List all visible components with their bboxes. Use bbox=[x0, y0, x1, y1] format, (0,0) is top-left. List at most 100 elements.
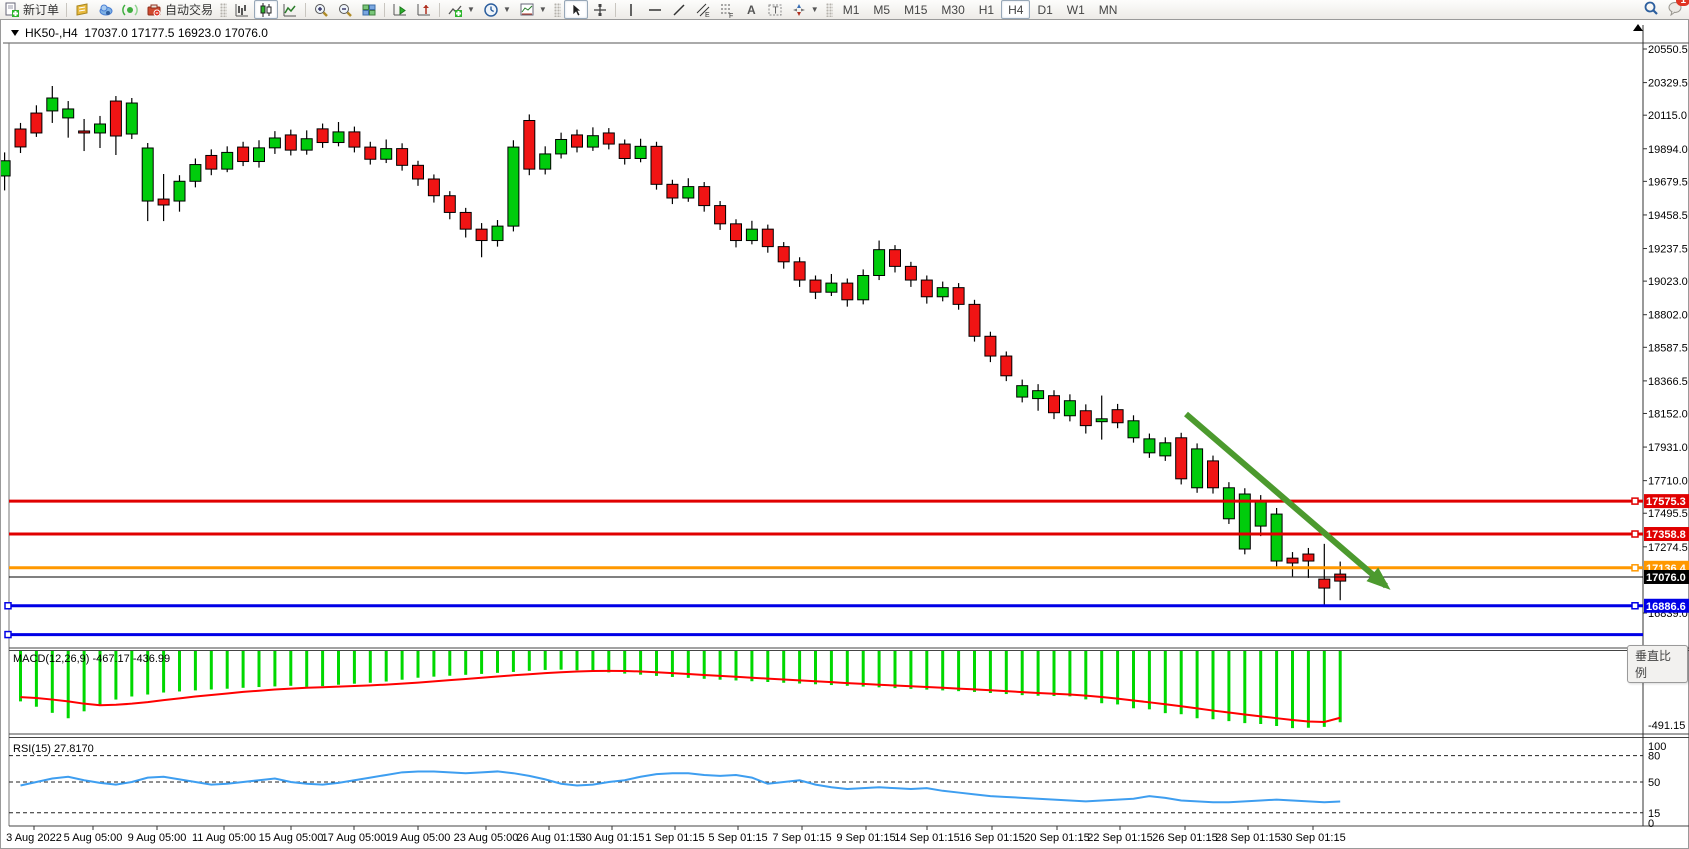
trend-arrow-head[interactable] bbox=[1366, 567, 1391, 590]
resistance-line-1-handle-right[interactable] bbox=[1631, 497, 1639, 505]
channel-button[interactable]: E bbox=[691, 0, 715, 19]
time-tick-label[interactable]: 3 Aug 2022 bbox=[6, 832, 62, 844]
tf-m15[interactable]: M15 bbox=[897, 0, 934, 19]
chart-collapse-icon[interactable] bbox=[11, 30, 19, 36]
price-tick-label[interactable]: 18152.0 bbox=[1648, 408, 1688, 420]
time-tick-label[interactable]: 26 Sep 01:15 bbox=[1152, 832, 1217, 844]
toolbar-grip[interactable] bbox=[553, 2, 561, 17]
price-tick-label[interactable]: 19023.0 bbox=[1648, 276, 1688, 288]
time-tick-label[interactable]: 5 Aug 05:00 bbox=[64, 832, 123, 844]
periods-button[interactable]: ▼ bbox=[479, 0, 515, 19]
resistance-line-1-price-badge[interactable] bbox=[1644, 494, 1689, 509]
price-tick-label[interactable]: 18366.5 bbox=[1648, 376, 1688, 388]
chevron-down-icon[interactable]: ▼ bbox=[467, 5, 475, 14]
support-line-blue-1-handle-right[interactable] bbox=[1631, 602, 1639, 610]
svg-text:F: F bbox=[729, 13, 733, 18]
time-tick-label[interactable]: 30 Aug 01:15 bbox=[580, 832, 645, 844]
price-tick-label[interactable]: 19458.5 bbox=[1648, 210, 1688, 222]
time-tick-label[interactable]: 14 Sep 01:15 bbox=[894, 832, 959, 844]
tf-mn[interactable]: MN bbox=[1092, 0, 1125, 19]
new-order-button[interactable]: 新订单 bbox=[0, 0, 63, 19]
chart-shift-button[interactable] bbox=[412, 0, 436, 19]
price-tick-label[interactable]: 19237.5 bbox=[1648, 244, 1688, 256]
time-tick-label[interactable]: 7 Sep 01:15 bbox=[772, 832, 831, 844]
templates-button[interactable]: ▼ bbox=[515, 0, 551, 19]
price-tick-label[interactable]: 17274.5 bbox=[1648, 542, 1688, 554]
arrows-button[interactable]: ▼ bbox=[787, 0, 823, 19]
bar-chart-button[interactable] bbox=[230, 0, 254, 19]
price-tick-label[interactable]: 20550.5 bbox=[1648, 44, 1688, 56]
time-tick-label[interactable]: 1 Sep 01:15 bbox=[645, 832, 704, 844]
price-tick-label[interactable]: 20329.5 bbox=[1648, 78, 1688, 90]
price-tick-label[interactable]: 17495.5 bbox=[1648, 508, 1688, 520]
time-tick-label[interactable]: 9 Sep 01:15 bbox=[836, 832, 895, 844]
time-tick-label[interactable]: 26 Aug 01:15 bbox=[517, 832, 582, 844]
autotrading-button[interactable]: 自动交易 bbox=[142, 0, 217, 19]
market-watch-button[interactable] bbox=[70, 0, 94, 19]
support-line-orange-handle-right[interactable] bbox=[1631, 564, 1639, 572]
toolbar-grip[interactable] bbox=[825, 2, 833, 17]
line-chart-button[interactable] bbox=[278, 0, 302, 19]
time-tick-label[interactable]: 30 Sep 01:15 bbox=[1280, 832, 1345, 844]
time-tick-label[interactable]: 19 Aug 05:00 bbox=[386, 832, 451, 844]
indicators-button[interactable]: ▼ bbox=[443, 0, 479, 19]
vps-button[interactable] bbox=[94, 0, 118, 19]
current-price-line-price-badge[interactable] bbox=[1644, 569, 1689, 584]
support-line-blue-2-handle-left[interactable] bbox=[4, 630, 12, 639]
time-tick-label[interactable]: 11 Aug 05:00 bbox=[192, 832, 256, 844]
price-tick-label[interactable]: 20115.0 bbox=[1648, 110, 1687, 122]
chart-plot-area[interactable] bbox=[9, 43, 1643, 826]
fibonacci-button[interactable]: F bbox=[715, 0, 739, 19]
resistance-line-2-price-badge[interactable] bbox=[1644, 527, 1689, 542]
chevron-down-icon[interactable]: ▼ bbox=[810, 5, 819, 14]
tf-m1-label: M1 bbox=[842, 2, 860, 17]
horizontal-line-button[interactable] bbox=[643, 0, 667, 19]
price-tick-label[interactable]: 17710.0 bbox=[1648, 476, 1688, 488]
tf-h4[interactable]: H4 bbox=[1001, 0, 1031, 19]
zoom-in-button[interactable] bbox=[309, 0, 333, 19]
candlestick-chart-button[interactable] bbox=[254, 0, 279, 19]
vertical-line-button[interactable] bbox=[619, 0, 643, 19]
tf-m1[interactable]: M1 bbox=[836, 0, 867, 19]
time-tick-label[interactable]: 17 Aug 05:00 bbox=[322, 832, 387, 844]
crosshair-button[interactable] bbox=[588, 0, 612, 19]
chat-icon[interactable]: 1 bbox=[1667, 0, 1689, 19]
scroll-to-end-marker[interactable] bbox=[1633, 24, 1643, 31]
price-tick-label[interactable]: 18802.0 bbox=[1648, 310, 1688, 322]
support-line-blue-1-handle-left[interactable] bbox=[4, 602, 12, 610]
tf-m5[interactable]: M5 bbox=[866, 0, 897, 19]
tf-d1[interactable]: D1 bbox=[1030, 0, 1059, 19]
signals-button[interactable] bbox=[118, 0, 142, 19]
toolbar-grip[interactable] bbox=[220, 2, 228, 17]
tf-w1[interactable]: W1 bbox=[1060, 0, 1092, 19]
price-tick-label[interactable]: 18587.5 bbox=[1648, 342, 1688, 354]
tf-h1-label: H1 bbox=[978, 2, 995, 17]
price-tick-label[interactable]: 19679.5 bbox=[1648, 176, 1688, 188]
chevron-down-icon[interactable]: ▼ bbox=[502, 5, 511, 14]
time-tick-label[interactable]: 5 Sep 01:15 bbox=[708, 832, 767, 844]
auto-scroll-button[interactable] bbox=[388, 0, 412, 19]
tile-windows-button[interactable] bbox=[357, 0, 381, 19]
label-button[interactable]: T bbox=[763, 0, 787, 19]
trendline-button[interactable] bbox=[667, 0, 691, 19]
resistance-line-2-handle-right[interactable] bbox=[1631, 530, 1639, 538]
price-tick-label[interactable]: 19894.0 bbox=[1648, 144, 1688, 156]
tf-h1[interactable]: H1 bbox=[972, 0, 1001, 19]
zoom-out-button[interactable] bbox=[333, 0, 357, 19]
time-tick-label[interactable]: 9 Aug 05:00 bbox=[128, 832, 187, 844]
time-tick-label[interactable]: 20 Sep 01:15 bbox=[1024, 832, 1089, 844]
time-tick-label[interactable]: 16 Sep 01:15 bbox=[959, 832, 1024, 844]
time-tick-label[interactable]: 15 Aug 05:00 bbox=[259, 832, 324, 844]
support-line-blue-1-price-badge[interactable] bbox=[1644, 598, 1689, 613]
time-tick-label[interactable]: 28 Sep 01:15 bbox=[1215, 832, 1280, 844]
text-button[interactable]: A bbox=[739, 0, 763, 19]
price-tick-label[interactable]: 17931.0 bbox=[1648, 442, 1688, 454]
time-tick-label[interactable]: 23 Aug 05:00 bbox=[454, 832, 519, 844]
search-icon[interactable] bbox=[1643, 0, 1659, 19]
tf-m30[interactable]: M30 bbox=[934, 0, 971, 19]
time-tick-label[interactable]: 22 Sep 01:15 bbox=[1087, 832, 1152, 844]
trend-arrow-line[interactable] bbox=[1184, 411, 1388, 589]
chevron-down-icon[interactable]: ▼ bbox=[538, 5, 547, 14]
svg-text:A: A bbox=[747, 3, 756, 17]
cursor-button[interactable] bbox=[563, 0, 588, 19]
